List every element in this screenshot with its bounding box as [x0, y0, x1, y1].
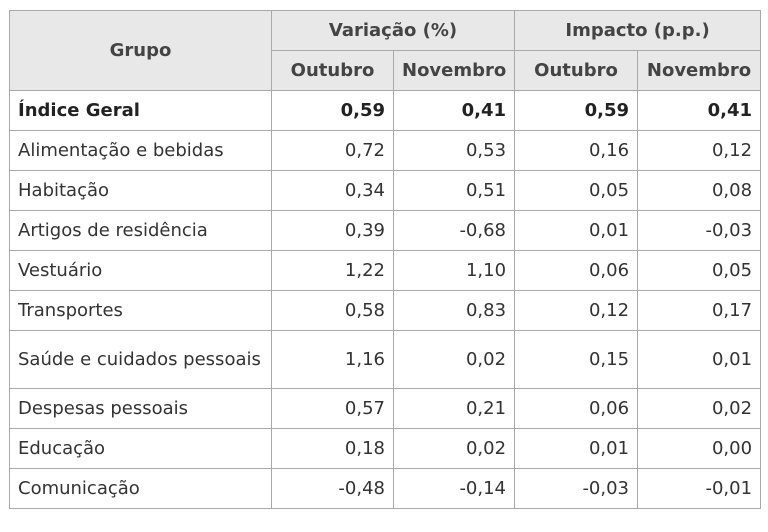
- header-impacto: Impacto (p.p.): [514, 10, 762, 51]
- table-row: Transportes 0,58 0,83 0,12 0,17: [9, 290, 762, 331]
- cell-variacao-novembro: -0,14: [392, 468, 516, 509]
- header-variacao: Variação (%): [270, 10, 516, 51]
- row-label: Educação: [9, 428, 272, 469]
- cell-impacto-novembro: 0,00: [637, 428, 762, 469]
- table-row: Índice Geral 0,59 0,41 0,59 0,41: [9, 90, 762, 131]
- cell-variacao-outubro: 0,58: [271, 290, 394, 331]
- row-label: Saúde e cuidados pessoais: [9, 330, 272, 389]
- cell-variacao-outubro: 1,22: [271, 250, 394, 291]
- table-header: Grupo Variação (%) Impacto (p.p.) Outubr…: [9, 10, 762, 91]
- row-label: Artigos de residência: [9, 210, 272, 251]
- cell-impacto-novembro: 0,02: [637, 388, 762, 429]
- cell-impacto-outubro: -0,03: [514, 468, 639, 509]
- ipca-table: Grupo Variação (%) Impacto (p.p.) Outubr…: [9, 10, 762, 509]
- cell-variacao-novembro: 0,83: [392, 290, 516, 331]
- cell-variacao-novembro: 0,02: [392, 330, 516, 389]
- header-variacao-outubro: Outubro: [271, 50, 394, 91]
- cell-impacto-outubro: 0,06: [514, 250, 639, 291]
- cell-impacto-novembro: 0,12: [637, 130, 762, 171]
- cell-impacto-outubro: 0,01: [514, 428, 639, 469]
- table-row: Alimentação e bebidas 0,72 0,53 0,16 0,1…: [9, 130, 762, 171]
- row-label: Alimentação e bebidas: [9, 130, 272, 171]
- header-impacto-novembro: Novembro: [637, 50, 762, 91]
- row-label: Índice Geral: [9, 90, 272, 131]
- cell-variacao-outubro: 0,57: [271, 388, 394, 429]
- cell-impacto-novembro: 0,01: [637, 330, 762, 389]
- table-row: Educação 0,18 0,02 0,01 0,00: [9, 428, 762, 469]
- table-row: Despesas pessoais 0,57 0,21 0,06 0,02: [9, 388, 762, 429]
- table-row: Artigos de residência 0,39 -0,68 0,01 -0…: [9, 210, 762, 251]
- header-impacto-outubro: Outubro: [514, 50, 639, 91]
- cell-impacto-novembro: 0,08: [637, 170, 762, 211]
- cell-impacto-outubro: 0,16: [514, 130, 639, 171]
- cell-impacto-outubro: 0,01: [514, 210, 639, 251]
- cell-variacao-novembro: 0,53: [392, 130, 516, 171]
- row-label: Comunicação: [9, 468, 272, 509]
- cell-variacao-novembro: 0,41: [392, 90, 516, 131]
- row-label: Transportes: [9, 290, 272, 331]
- cell-impacto-novembro: -0,01: [637, 468, 762, 509]
- cell-variacao-novembro: 0,21: [392, 388, 516, 429]
- cell-variacao-outubro: 0,59: [271, 90, 394, 131]
- cell-variacao-novembro: 0,51: [392, 170, 516, 211]
- cell-variacao-outubro: 1,16: [271, 330, 394, 389]
- cell-impacto-outubro: 0,12: [514, 290, 639, 331]
- cell-variacao-novembro: 0,02: [392, 428, 516, 469]
- header-row-top: Grupo Variação (%) Impacto (p.p.): [9, 10, 762, 91]
- cell-impacto-novembro: -0,03: [637, 210, 762, 251]
- table-row: Saúde e cuidados pessoais 1,16 0,02 0,15…: [9, 330, 762, 389]
- cell-variacao-novembro: -0,68: [392, 210, 516, 251]
- header-variacao-novembro: Novembro: [392, 50, 516, 91]
- cell-impacto-outubro: 0,05: [514, 170, 639, 211]
- row-label: Vestuário: [9, 250, 272, 291]
- row-label: Habitação: [9, 170, 272, 211]
- table-body: Índice Geral 0,59 0,41 0,59 0,41 Aliment…: [9, 90, 762, 509]
- header-row-months: Outubro Novembro Outubro Novembro: [10, 50, 762, 91]
- cell-variacao-outubro: 0,18: [271, 428, 394, 469]
- cell-impacto-outubro: 0,15: [514, 330, 639, 389]
- cell-impacto-outubro: 0,06: [514, 388, 639, 429]
- cell-variacao-novembro: 1,10: [392, 250, 516, 291]
- table-row: Vestuário 1,22 1,10 0,06 0,05: [9, 250, 762, 291]
- table-row: Comunicação -0,48 -0,14 -0,03 -0,01: [9, 468, 762, 509]
- cell-impacto-novembro: 0,05: [637, 250, 762, 291]
- cell-variacao-outubro: -0,48: [271, 468, 394, 509]
- row-label: Despesas pessoais: [9, 388, 272, 429]
- table-row: Habitação 0,34 0,51 0,05 0,08: [9, 170, 762, 211]
- cell-variacao-outubro: 0,39: [271, 210, 394, 251]
- header-grupo: Grupo: [9, 10, 272, 91]
- cell-variacao-outubro: 0,34: [271, 170, 394, 211]
- cell-impacto-novembro: 0,41: [637, 90, 762, 131]
- cell-impacto-novembro: 0,17: [637, 290, 762, 331]
- cell-variacao-outubro: 0,72: [271, 130, 394, 171]
- cell-impacto-outubro: 0,59: [514, 90, 639, 131]
